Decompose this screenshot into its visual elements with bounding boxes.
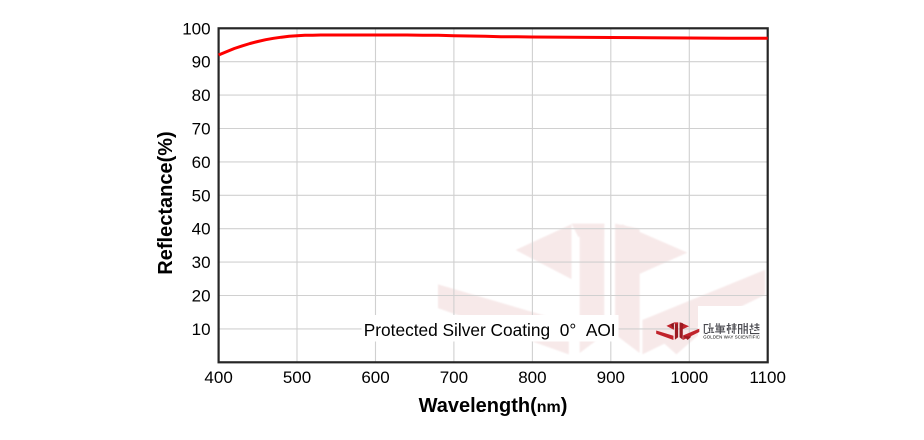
svg-text:40: 40 (192, 220, 211, 239)
svg-text:600: 600 (361, 368, 389, 387)
svg-text:Reflectance(%): Reflectance(%) (155, 131, 177, 274)
svg-text:700: 700 (440, 368, 468, 387)
svg-text:50: 50 (192, 186, 211, 205)
svg-text:Wavelength(nm): Wavelength(nm) (419, 395, 568, 417)
svg-text:Protected Silver Coating 0°: Protected Silver Coating 0° AOI (364, 320, 616, 340)
svg-text:80: 80 (192, 86, 211, 105)
svg-text:20: 20 (192, 287, 211, 306)
svg-text:10: 10 (192, 320, 211, 339)
svg-text:500: 500 (283, 368, 311, 387)
svg-text:90: 90 (192, 53, 211, 72)
svg-text:30: 30 (192, 253, 211, 272)
svg-text:60: 60 (192, 153, 211, 172)
svg-text:800: 800 (518, 368, 546, 387)
svg-text:400: 400 (204, 368, 232, 387)
svg-text:900: 900 (597, 368, 625, 387)
svg-text:100: 100 (182, 19, 210, 38)
svg-text:1000: 1000 (670, 368, 708, 387)
svg-text:GOLDEN WAY SCIENTIFIC: GOLDEN WAY SCIENTIFIC (703, 335, 760, 340)
svg-text:70: 70 (192, 120, 211, 139)
svg-text:1100: 1100 (749, 368, 786, 387)
